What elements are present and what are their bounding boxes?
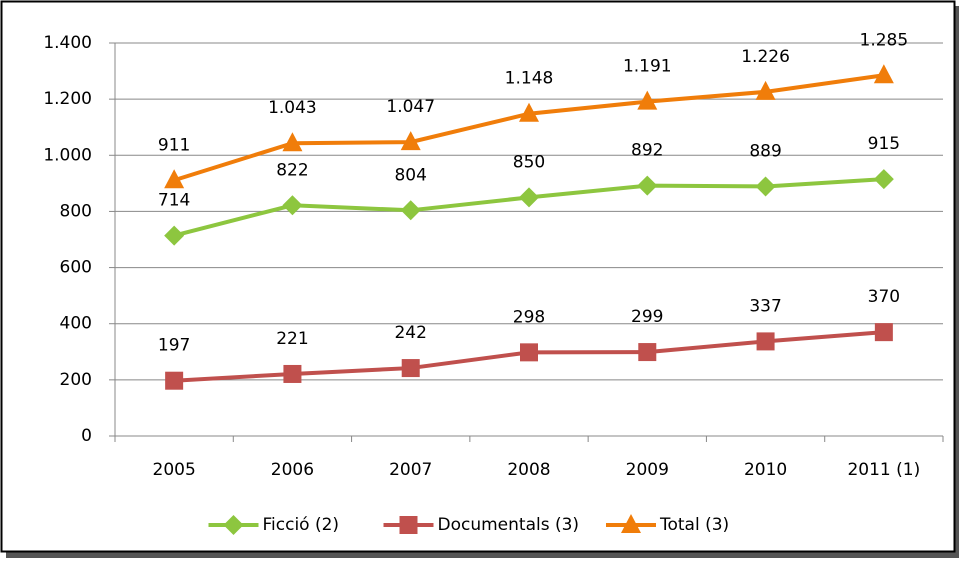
- point: [282, 132, 303, 152]
- point: [638, 343, 657, 362]
- x-tick-label: 2005: [153, 460, 196, 480]
- point: [520, 343, 538, 362]
- point: [164, 225, 185, 246]
- legend-label: Ficció (2): [263, 515, 340, 535]
- data-label: 889: [749, 141, 781, 161]
- data-label: 850: [513, 152, 545, 172]
- data-label: 915: [868, 134, 900, 154]
- y-tick-label: 1.200: [43, 89, 92, 109]
- x-tick-label: 2006: [271, 460, 314, 480]
- y-tick-label: 1.000: [43, 145, 92, 165]
- x-tick-label: 2008: [507, 460, 550, 480]
- legend-marker: [621, 514, 641, 533]
- data-label: 197: [158, 336, 190, 356]
- data-label: 1.043: [268, 98, 317, 118]
- frame: [0, 0, 956, 553]
- x-tick-label: 2011 (1): [847, 460, 920, 480]
- data-label: 1.047: [386, 97, 435, 117]
- data-label: 822: [276, 160, 308, 180]
- data-label: 804: [394, 165, 426, 185]
- data-label: 221: [276, 329, 308, 349]
- legend-label: Total (3): [659, 515, 729, 535]
- data-label: 242: [394, 323, 426, 343]
- x-tick-label: 2009: [626, 460, 669, 480]
- data-label: 337: [749, 296, 781, 316]
- y-tick-label: 200: [60, 370, 92, 390]
- point: [282, 195, 303, 216]
- y-tick-label: 1.400: [43, 33, 92, 53]
- legend-label: Documentals (3): [438, 515, 580, 535]
- legend-marker: [223, 515, 244, 535]
- point: [637, 175, 658, 196]
- y-tick-label: 0: [81, 426, 92, 446]
- point: [873, 64, 894, 84]
- data-label: 892: [631, 141, 663, 161]
- data-label: 714: [158, 191, 190, 211]
- data-label: 1.285: [860, 30, 909, 50]
- data-label: 1.191: [623, 57, 672, 77]
- point: [283, 364, 302, 383]
- x-tick-label: 2010: [744, 460, 787, 480]
- point: [165, 371, 184, 390]
- data-label: 1.148: [505, 69, 554, 89]
- point: [637, 90, 658, 110]
- point: [519, 102, 539, 122]
- point: [755, 176, 776, 197]
- point: [401, 359, 420, 378]
- point: [874, 323, 893, 342]
- point: [873, 169, 894, 190]
- y-tick-label: 600: [60, 258, 92, 278]
- data-label: 299: [631, 307, 663, 327]
- point: [756, 332, 775, 351]
- legend-marker: [399, 516, 418, 534]
- data-label: 298: [513, 307, 545, 327]
- x-tick-label: 2007: [389, 460, 432, 480]
- point: [400, 200, 421, 221]
- point: [519, 187, 539, 208]
- point: [164, 169, 185, 189]
- point: [755, 80, 776, 100]
- data-label: 911: [158, 135, 190, 155]
- data-label: 1.226: [741, 47, 790, 67]
- y-tick-label: 800: [60, 201, 92, 221]
- y-tick-label: 400: [60, 314, 92, 334]
- point: [400, 131, 421, 151]
- data-label: 370: [868, 287, 900, 307]
